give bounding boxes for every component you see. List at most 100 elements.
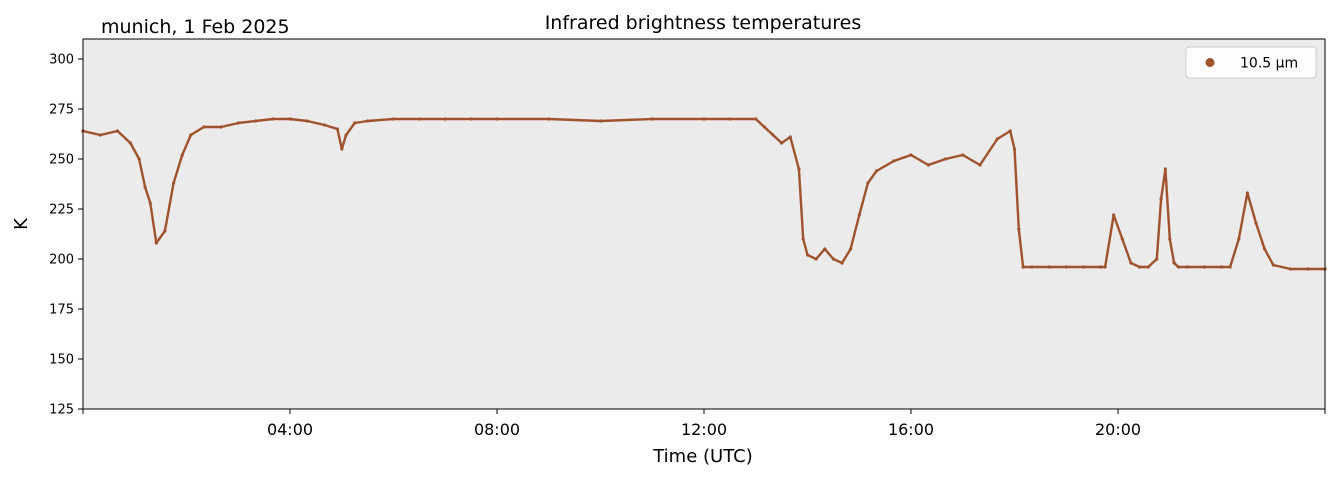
x-tick-label: 08:00 [474,420,520,439]
data-point [805,253,810,257]
data-point [148,201,152,205]
data-point [154,241,158,245]
data-point [1168,237,1172,241]
data-point [163,229,167,233]
data-point [180,153,184,157]
data-point [115,129,120,133]
data-point [236,121,240,125]
data-point [754,117,758,121]
data-point [202,125,206,129]
data-point [1155,257,1159,261]
data-point [1047,265,1051,269]
plot-background [83,39,1325,409]
data-point [1271,263,1275,267]
y-axis-title: K [11,217,32,230]
data-point [1245,191,1249,195]
data-point [801,237,805,241]
x-tick-label: 16:00 [888,420,934,439]
legend-label: 10.5 µm [1240,56,1298,72]
data-point [762,125,767,129]
data-point [771,133,775,137]
x-tick-label: 20:00 [1095,420,1141,439]
data-point [874,169,879,173]
data-point [1138,265,1142,269]
data-point [1306,267,1310,271]
data-point [1112,213,1116,217]
legend-box [1185,46,1317,79]
data-point [892,159,896,163]
data-point [814,257,818,261]
y-tick-label: 225 [49,203,74,218]
data-point [840,261,844,265]
data-point [288,117,292,121]
chart-title: Infrared brightness temperatures [545,12,862,34]
data-point [650,117,654,121]
data-point [926,163,930,167]
data-point [1254,221,1258,225]
data-point [1146,265,1150,269]
data-point [1288,267,1293,271]
data-point [1120,237,1124,241]
data-point [1185,265,1189,269]
y-tick-label: 250 [49,153,74,168]
data-point [780,141,784,145]
data-point [1172,261,1176,265]
data-point [128,141,132,145]
y-axis: 125 150 175 200 225 250 275 300 [49,53,83,418]
y-tick-label: 275 [49,103,74,118]
data-point [1159,197,1163,201]
data-point [1228,265,1232,269]
data-point [495,117,499,121]
x-tick-label: 04:00 [267,420,313,439]
data-point [469,117,473,121]
data-point [1176,265,1180,269]
data-point [1219,265,1224,269]
legend: 10.5 µm [1185,46,1317,79]
data-point [1202,265,1206,269]
data-point [1030,265,1034,269]
data-point [849,247,853,251]
data-point [547,117,551,121]
data-point [788,135,792,139]
data-point [978,163,982,167]
data-point [1099,265,1103,269]
data-point [909,153,913,157]
data-point [1237,237,1241,241]
x-tick-label: 12:00 [681,420,727,439]
data-point [391,117,396,121]
data-point [1017,227,1021,231]
data-point [344,133,348,137]
data-point [1103,265,1107,269]
data-point [335,127,339,131]
data-point [1263,247,1267,251]
data-point [271,117,275,121]
data-point [189,133,193,137]
data-point [728,117,732,121]
data-point [417,117,421,121]
data-point [172,181,176,185]
data-point [137,157,141,161]
y-tick-label: 300 [49,53,74,68]
y-tick-label: 125 [49,403,74,418]
x-axis-title: Time (UTC) [652,446,753,467]
data-point [943,157,948,161]
x-axis: 04:00 08:00 12:00 16:00 20:00 [82,409,1326,439]
data-point [995,137,999,141]
data-point [1008,129,1012,133]
series-layer [81,117,1327,271]
data-point [1163,167,1167,171]
data-point [353,121,357,125]
data-point [823,247,827,251]
data-point [1064,265,1068,269]
y-tick-label: 200 [49,253,74,268]
data-point [219,125,223,129]
data-point [1012,147,1017,151]
data-point [831,257,836,261]
data-point [702,117,706,121]
data-point [305,119,309,123]
y-tick-label: 150 [49,353,74,368]
data-point [340,147,344,151]
data-point [797,167,801,171]
data-point [1129,261,1133,265]
